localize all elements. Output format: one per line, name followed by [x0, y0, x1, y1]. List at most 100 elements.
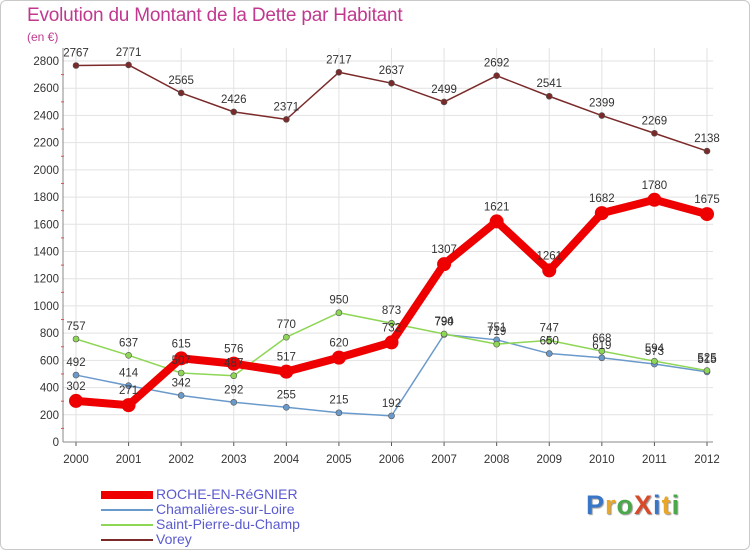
data-point	[125, 352, 132, 359]
data-label: 192	[382, 398, 401, 410]
data-point	[594, 206, 609, 221]
data-labels: 302 271 615 576 517 620 732 1307 1621 1261 1682 178…	[63, 47, 720, 410]
data-point	[545, 337, 553, 344]
data-label: 2426	[221, 94, 247, 106]
data-point	[335, 409, 343, 417]
data-label: 751	[487, 322, 506, 334]
x-tick-label: 2004	[274, 454, 300, 466]
data-label: 794	[434, 316, 454, 328]
data-label: 2692	[484, 58, 510, 70]
data-label: 719	[487, 326, 506, 338]
data-point	[493, 340, 500, 348]
data-label: 2541	[536, 78, 562, 90]
x-tick-label: 2000	[63, 454, 89, 466]
legend-swatch	[101, 508, 153, 511]
data-label: 637	[119, 337, 138, 349]
data-label: 950	[329, 295, 348, 307]
data-label: 507	[172, 355, 191, 367]
data-point	[440, 98, 448, 106]
y-tick-label: 1000	[33, 301, 59, 313]
logo-letter: t	[661, 490, 672, 520]
y-tick-label: 2200	[33, 138, 59, 150]
data-label: 615	[172, 338, 191, 350]
data-label: 2399	[589, 98, 615, 110]
y-tick-label: 800	[40, 328, 59, 340]
data-point	[331, 350, 346, 365]
logo-letter: r	[605, 490, 617, 520]
data-point	[598, 112, 606, 119]
data-point	[647, 192, 662, 207]
grid	[63, 48, 713, 443]
data-point	[72, 371, 80, 379]
x-tick-label: 2010	[589, 454, 615, 466]
legend-label: Vorey	[156, 531, 192, 547]
logo-letter: X	[634, 490, 654, 520]
x-tick-label: 2011	[642, 454, 667, 466]
data-point	[177, 89, 185, 97]
proxiti-logo: ProXiti	[586, 490, 680, 521]
data-point	[598, 347, 606, 355]
data-label: 271	[119, 385, 138, 397]
data-point	[545, 92, 553, 100]
data-point	[651, 129, 658, 137]
data-label: 747	[540, 322, 559, 334]
data-label: 668	[592, 333, 611, 345]
data-label: 873	[382, 305, 401, 317]
x-tick-label: 2001	[116, 454, 142, 466]
data-label: 573	[645, 346, 664, 358]
data-label: 1261	[536, 250, 562, 262]
data-label: 1682	[589, 193, 615, 205]
y-tick-label: 2000	[33, 165, 59, 177]
data-label: 2767	[63, 47, 89, 59]
logo-letter: i	[671, 490, 681, 520]
data-point	[700, 207, 714, 222]
data-point	[226, 356, 241, 371]
logo-letter: i	[653, 490, 662, 520]
legend-label: ROCHE-EN-RéGNIER	[156, 486, 298, 502]
data-label: 302	[66, 381, 85, 393]
y-tick-label: 1600	[33, 219, 59, 231]
data-point	[651, 357, 658, 365]
x-tick-label: 2005	[326, 454, 352, 466]
data-label: 594	[645, 343, 665, 355]
chart-title: Evolution du Montant de la Dette par Hab…	[27, 5, 403, 26]
data-point	[72, 62, 80, 69]
data-point	[493, 72, 500, 79]
y-tick-label: 1400	[33, 247, 59, 259]
data-label: 650	[540, 336, 559, 348]
legend-swatch	[101, 490, 153, 499]
data-label: 1621	[484, 201, 510, 213]
data-point	[388, 319, 395, 327]
data-label: 576	[224, 344, 243, 356]
data-label: 1307	[431, 244, 457, 256]
data-label: 2371	[274, 101, 300, 113]
data-label: 525	[697, 353, 716, 365]
data-label: 2565	[168, 75, 194, 87]
legend-label: Chamalières-sur-Loire	[156, 501, 295, 517]
data-point	[437, 257, 452, 272]
x-tick-label: 2007	[431, 454, 457, 466]
data-label: 2138	[694, 133, 720, 145]
data-label: 414	[119, 368, 139, 380]
data-point	[489, 214, 504, 229]
data-point	[283, 116, 290, 123]
data-point	[125, 382, 132, 389]
data-label: 2499	[431, 84, 457, 96]
data-label: 757	[66, 321, 85, 333]
y-tick-label: 1200	[33, 274, 59, 286]
y-tick-label: 1800	[33, 192, 59, 204]
data-point	[283, 404, 290, 411]
x-tick-label: 2003	[221, 454, 247, 466]
data-point	[545, 350, 553, 357]
data-point	[388, 79, 395, 87]
data-label: 2637	[379, 65, 405, 77]
data-label: 2717	[326, 54, 352, 66]
data-label: 342	[172, 377, 191, 389]
y-tick-label: 600	[40, 355, 59, 367]
data-label: 619	[592, 340, 611, 352]
y-tick-label: 200	[40, 410, 59, 422]
y-tick-label: 400	[40, 383, 59, 395]
y-tick-label: 2800	[33, 56, 59, 68]
data-point	[335, 309, 343, 317]
